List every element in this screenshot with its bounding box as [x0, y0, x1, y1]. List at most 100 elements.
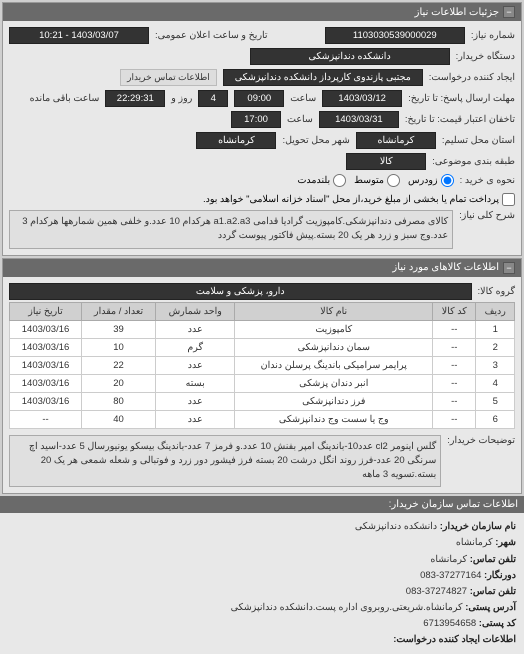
contact-creator-label: اطلاعات ایجاد کننده درخواست: [393, 634, 516, 645]
table-cell: پرایمر سرامیکی باندینگ پرسلن دندان [235, 356, 433, 374]
col-qty: تعداد / مقدار [82, 302, 156, 320]
location-label: استان محل تسلیم: [442, 135, 515, 146]
group-label: گروه کالا: [478, 286, 515, 297]
table-cell: 39 [82, 320, 156, 338]
contact-post: 37274827-083 [406, 586, 467, 597]
contact-zip-label: کد پستی: [479, 618, 516, 629]
table-row[interactable]: 6--وج یا سست وج دندانپزشکیعدد40-- [10, 410, 515, 428]
budget-field: کالا [346, 153, 426, 170]
table-cell: کامپوزیت [235, 320, 433, 338]
items-panel-title: اطلاعات کالاهای مورد نیاز [392, 262, 499, 273]
contact-zip: 6713954658 [423, 618, 476, 629]
group-field: دارو، پزشکی و سلامت [9, 283, 472, 300]
table-cell: 6 [476, 410, 515, 428]
table-cell: عدد [156, 356, 235, 374]
table-cell: انبر دندان پزشکی [235, 374, 433, 392]
time-label-2: ساعت [287, 114, 313, 125]
col-row: ردیف [476, 302, 515, 320]
table-row[interactable]: 4--انبر دندان پزشکیبسته201403/03/16 [10, 374, 515, 392]
table-row[interactable]: 3--پرایمر سرامیکی باندینگ پرسلن دندانعدد… [10, 356, 515, 374]
table-cell: -- [433, 338, 476, 356]
col-unit: واحد شمارش [156, 302, 235, 320]
col-name: نام کالا [235, 302, 433, 320]
contact-org: دانشکده دندانپزشکی [355, 521, 437, 532]
contact-section-title: اطلاعات تماس سازمان خریدار: [0, 496, 524, 513]
table-cell: 80 [82, 392, 156, 410]
col-code: کد کالا [433, 302, 476, 320]
table-cell: -- [433, 320, 476, 338]
contact-address-label: آدرس پستی: [465, 602, 516, 613]
contact-org-label: نام سازمان خریدار: [440, 521, 516, 532]
purchase-type-label: نحوه ی خرید : [460, 175, 515, 186]
table-cell: 22 [82, 356, 156, 374]
table-cell: 40 [82, 410, 156, 428]
table-cell: -- [10, 410, 82, 428]
contact-city: کرمانشاه [456, 537, 493, 548]
table-cell: 1403/03/16 [10, 392, 82, 410]
contact-phone-label: تلفن تماس: [470, 554, 516, 565]
contact-fax-label: دورنگار: [484, 570, 516, 581]
contact-block: نام سازمان خریدار: دانشکده دندانپزشکی شه… [0, 513, 524, 654]
contact-fax: 37277164-083 [420, 570, 481, 581]
overview-text: کالای مصرفی دندانپزشکی.کامپوزیت گرادیا ق… [9, 210, 453, 249]
location-province-field: کرمانشاه [356, 132, 436, 149]
deadline-time-field: 09:00 [234, 90, 284, 107]
buyer-notes-text: گلس اینومر cl2 عدد10-باندینگ امپر بفنش 1… [9, 435, 441, 488]
table-cell: عدد [156, 410, 235, 428]
price-validity-label: تاخفان اعتبار قیمت: تا تاریخ: [405, 114, 515, 125]
time-label-1: ساعت [290, 93, 316, 104]
price-validity-time-field: 17:00 [231, 111, 281, 128]
location-city-field: کرمانشاه [196, 132, 276, 149]
deadline-date-field: 1403/03/12 [322, 90, 402, 107]
table-cell: -- [433, 410, 476, 428]
time-remain-field: 22:29:31 [105, 90, 165, 107]
collapse-icon-2[interactable]: − [503, 262, 515, 274]
table-cell: 2 [476, 338, 515, 356]
req-no-label: شماره نیاز: [471, 30, 515, 41]
deadline-label: مهلت ارسال پاسخ: تا تاریخ: [408, 93, 515, 104]
days-remain-field: 4 [198, 90, 228, 107]
buyer-org-label: دستگاه خریدار: [456, 51, 515, 62]
table-cell: سمان دندانپزشکی [235, 338, 433, 356]
details-panel-body: شماره نیاز: 1103030539000029 تاریخ و ساع… [3, 21, 521, 255]
purchase-type-radios: زودرس متوسط بلندمدت [297, 174, 453, 187]
table-cell: بسته [156, 374, 235, 392]
table-cell: فرز دندانپزشکی [235, 392, 433, 410]
purchase-note-check[interactable]: پرداخت تمام یا بخشی از مبلغ خرید،از محل … [203, 193, 515, 206]
items-panel-body: گروه کالا: دارو، پزشکی و سلامت ردیف کد ک… [3, 277, 521, 494]
table-cell: گرم [156, 338, 235, 356]
radio-opt2[interactable]: متوسط [354, 174, 400, 187]
req-no-field: 1103030539000029 [325, 27, 465, 44]
contact-post-label: تلفن تماس: [470, 586, 516, 597]
location-city-label: شهر محل تحویل: [282, 135, 349, 146]
budget-label: طبقه بندی موضوعی: [432, 156, 515, 167]
table-cell: 10 [82, 338, 156, 356]
table-row[interactable]: 2--سمان دندانپزشکیگرم101403/03/16 [10, 338, 515, 356]
buyer-notes-label: توضیحات خریدار: [447, 435, 515, 446]
contact-phone: کرمانشاه [430, 554, 467, 565]
details-panel-title: جزئیات اطلاعات نیاز [415, 7, 499, 18]
items-table: ردیف کد کالا نام کالا واحد شمارش تعداد /… [9, 302, 515, 429]
buyer-org-field: دانشکده دندانپزشکی [250, 48, 450, 65]
table-row[interactable]: 5--فرز دندانپزشکیعدد801403/03/16 [10, 392, 515, 410]
table-cell: عدد [156, 392, 235, 410]
table-cell: وج یا سست وج دندانپزشکی [235, 410, 433, 428]
table-cell: 1403/03/16 [10, 320, 82, 338]
requester-label: ایجاد کننده درخواست: [429, 72, 515, 83]
table-cell: -- [433, 356, 476, 374]
announce-field: 1403/03/07 - 10:21 [9, 27, 149, 44]
price-validity-date-field: 1403/03/31 [319, 111, 399, 128]
time-remain-label: ساعت باقی مانده [30, 93, 100, 104]
table-row[interactable]: 1--کامپوزیتعدد391403/03/16 [10, 320, 515, 338]
contact-buyer-button[interactable]: اطلاعات تماس خریدار [120, 69, 217, 86]
contact-address: کرمانشاه.شریعتی.روبروی اداره پست.دانشکده… [231, 602, 463, 613]
overview-label: شرح کلی نیاز: [459, 210, 515, 221]
contact-city-label: شهر: [495, 537, 516, 548]
radio-opt1[interactable]: زودرس [408, 174, 454, 187]
table-cell: 3 [476, 356, 515, 374]
radio-opt3[interactable]: بلندمدت [297, 174, 346, 187]
collapse-icon[interactable]: − [503, 6, 515, 18]
table-cell: 1403/03/16 [10, 356, 82, 374]
table-cell: 1403/03/16 [10, 374, 82, 392]
days-remain-label: روز و [171, 93, 192, 104]
